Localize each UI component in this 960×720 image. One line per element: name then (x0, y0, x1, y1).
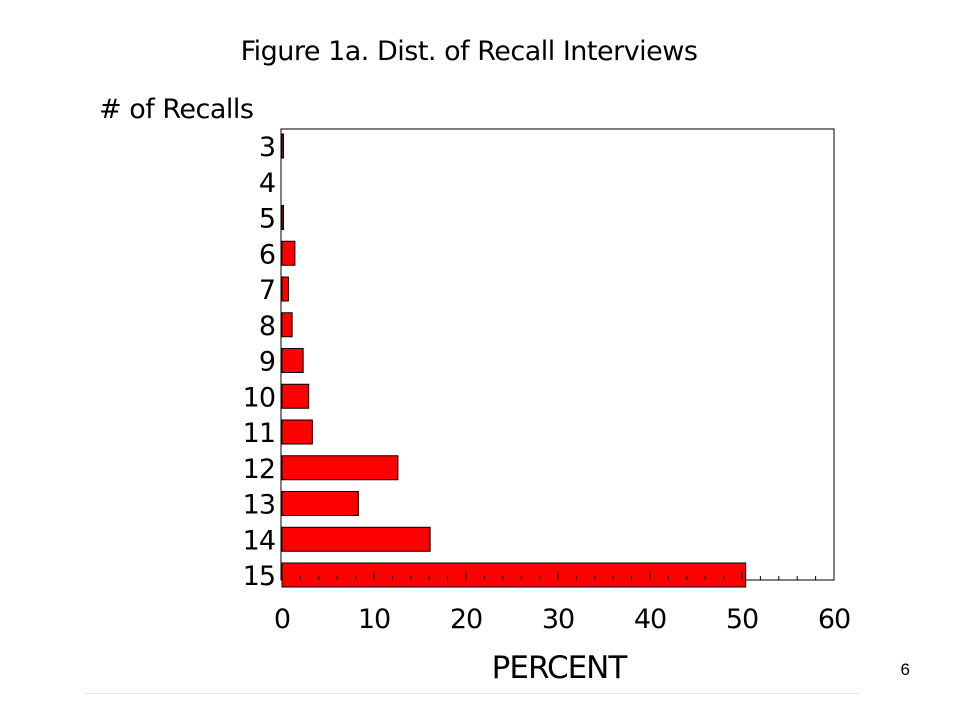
bar-13 (281, 491, 359, 516)
category-label-11: 11 (243, 418, 275, 449)
bars-group (281, 133, 747, 588)
category-labels: 3 4 5 6 7 8 9 10 11 12 13 14 15 (243, 132, 276, 592)
bar-8 (281, 312, 293, 338)
bar-5 (281, 205, 284, 230)
x-tick-label: 30 (542, 604, 574, 635)
bar-3 (281, 133, 284, 159)
bar-12 (281, 455, 399, 481)
category-label-3: 3 (259, 132, 275, 163)
category-label-4: 4 (259, 168, 275, 199)
x-axis-label: PERCENT (492, 650, 629, 686)
category-label-12: 12 (243, 454, 275, 485)
x-axis-ticks: 0 10 20 30 40 50 60 (274, 572, 851, 635)
bar-14 (281, 526, 431, 552)
x-tick-label: 10 (358, 604, 390, 635)
x-tick-label: 20 (450, 604, 482, 635)
chart-title: Figure 1a. Dist. of Recall Interviews (241, 36, 698, 67)
category-label-14: 14 (243, 525, 275, 556)
category-label-10: 10 (243, 382, 275, 413)
plot-frame (280, 128, 835, 581)
category-label-9: 9 (259, 347, 275, 378)
category-label-6: 6 (259, 239, 275, 270)
x-tick-label: 50 (726, 604, 758, 635)
category-label-8: 8 (259, 311, 275, 342)
category-label-13: 13 (243, 490, 275, 521)
category-label-5: 5 (259, 204, 275, 235)
bar-15 (281, 562, 747, 588)
footer-divider (84, 693, 860, 694)
category-label-7: 7 (259, 275, 275, 306)
bar-7 (281, 276, 289, 302)
category-label-15: 15 (243, 561, 275, 592)
bar-9 (281, 348, 304, 373)
slide-number: 6 (900, 660, 910, 679)
bar-10 (281, 383, 310, 409)
y-axis-label: # of Recalls (99, 94, 253, 125)
x-tick-label: 60 (818, 604, 850, 635)
x-tick-label: 40 (634, 604, 666, 635)
x-tick-label: 0 (274, 604, 290, 635)
bar-11 (281, 419, 313, 445)
bar-6 (281, 240, 296, 266)
